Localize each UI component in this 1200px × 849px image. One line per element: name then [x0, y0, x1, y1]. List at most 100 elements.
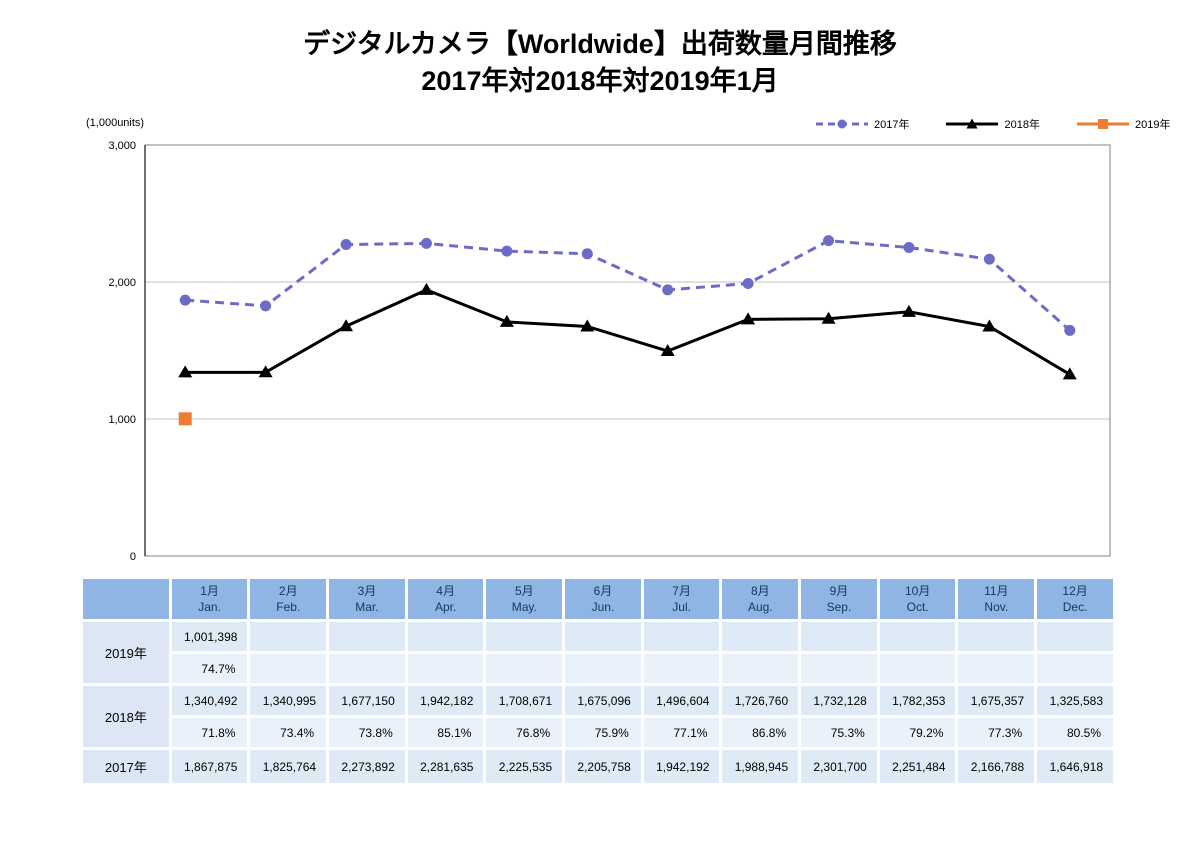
- data-point-circle: [179, 294, 191, 306]
- column-header-month: 12月 Dec.: [1037, 579, 1113, 619]
- table-cell-units: 1,340,995: [250, 686, 327, 715]
- month-label-en: Apr.: [434, 600, 457, 614]
- data-point-triangle: [660, 343, 675, 356]
- data-point-triangle: [258, 365, 273, 378]
- column-header-month: 6月 Jun.: [565, 579, 641, 619]
- month-label-en: May.: [511, 600, 537, 614]
- table-cell-percent: [486, 654, 563, 683]
- data-point-triangle: [1062, 367, 1077, 380]
- data-point-triangle: [178, 365, 193, 378]
- table-cell-units: 1,325,583: [1037, 686, 1113, 715]
- series-2018年: [178, 282, 1077, 380]
- month-label-jp: 4月: [436, 584, 455, 598]
- data-point-circle: [823, 235, 835, 247]
- data-point-triangle: [741, 312, 756, 325]
- table-cell-units: 1,732,128: [801, 686, 877, 715]
- data-point-triangle: [339, 319, 354, 332]
- data-point-circle: [501, 245, 513, 257]
- table-cell-units: [879, 622, 956, 651]
- data-point-circle: [662, 284, 674, 296]
- data-point-circle: [340, 238, 352, 250]
- legend-marker: [1097, 119, 1108, 129]
- table-cell-units: 2,273,892: [329, 750, 405, 783]
- legend-label: 2018年: [1004, 119, 1040, 131]
- month-label-en: Aug.: [747, 600, 773, 614]
- table-cell-percent: 86.8%: [722, 718, 799, 747]
- data-point-square: [178, 412, 192, 426]
- month-label-en: Feb.: [276, 600, 301, 614]
- table-cell-percent: 75.9%: [565, 718, 641, 747]
- table-cell-units: [722, 622, 799, 651]
- legend-swatch-triangle-icon: [946, 118, 999, 129]
- column-header-month: 1月 Jan.: [171, 579, 248, 619]
- table-cell-percent: [801, 654, 877, 683]
- data-point-circle: [1064, 324, 1076, 336]
- month-label-jp: 9月: [829, 584, 849, 598]
- table-cell-units: 1,782,353: [879, 686, 956, 715]
- table-cell-percent: [958, 654, 1035, 683]
- table-cell-units: 1,340,492: [171, 686, 248, 715]
- data-point-circle: [420, 237, 432, 249]
- page-title: デジタルカメラ【Worldwide】出荷数量月間推移 2017年対2018年対2…: [0, 26, 1200, 100]
- data-point-circle: [581, 248, 593, 260]
- series-line: [185, 239, 1071, 332]
- table-cell-percent: 71.8%: [171, 718, 248, 747]
- table-cell-percent: [643, 654, 720, 683]
- data-table-wrap: 1月 Jan. 2月 Feb. 3月 Mar. 4月 Apr. 5月 May. 6月 Jun. 7月 Ju…: [80, 576, 1116, 786]
- table-cell-percent: [879, 654, 956, 683]
- row-label-2017年: 2017年: [83, 750, 169, 783]
- table-cell-units: 2,205,758: [565, 750, 641, 783]
- month-label-jp: 2月: [278, 584, 298, 598]
- month-label-en: Sep.: [826, 600, 852, 614]
- legend-label: 2019年: [1134, 119, 1171, 131]
- legend-marker: [966, 118, 978, 129]
- legend-item-2018年: 2018年: [945, 116, 1040, 132]
- legend-item-2017年: 2017年: [815, 116, 909, 132]
- table-cell-units: 1,677,150: [329, 686, 405, 715]
- legend-swatch-square-icon: [1076, 119, 1129, 129]
- table-cell-percent: 80.5%: [1037, 718, 1113, 747]
- y-tick-label: 2,000: [108, 277, 136, 289]
- table-cell-units: 1,496,604: [643, 686, 720, 715]
- data-point-triangle: [499, 314, 514, 327]
- row-label-2019年: 2019年: [83, 622, 169, 683]
- data-point-circle: [260, 300, 272, 312]
- page-title-line2: 2017年対2018年対2019年1月: [421, 66, 779, 96]
- table-cell-units: 1,942,192: [643, 750, 720, 783]
- series-2019年: [178, 412, 192, 426]
- table-cell-units: 1,942,182: [407, 686, 484, 715]
- legend-item-2019年: 2019年: [1076, 116, 1170, 132]
- column-header-month: 10月 Oct.: [879, 579, 956, 619]
- table-cell-units: 1,726,760: [722, 686, 799, 715]
- legend-label: 2017年: [874, 119, 910, 131]
- table-cell-percent: [1037, 654, 1113, 683]
- table-cell-percent: [407, 654, 484, 683]
- column-header-month: 5月 May.: [486, 579, 563, 619]
- month-label-jp: 10月: [904, 584, 931, 598]
- series-2017年: [179, 235, 1076, 336]
- month-label-en: Mar.: [355, 600, 379, 614]
- table-cell-percent: [565, 654, 641, 683]
- table-cell-units: 2,225,535: [486, 750, 563, 783]
- table-cell-percent: 74.7%: [171, 654, 248, 683]
- chart-legend: 2017年 2018年 2019年: [815, 116, 1170, 132]
- table-cell-units: 1,675,357: [958, 686, 1035, 715]
- table-cell-percent: 73.4%: [250, 718, 327, 747]
- data-point-triangle: [419, 282, 434, 295]
- data-point-triangle: [901, 304, 916, 317]
- table-cell-percent: 79.2%: [879, 718, 956, 747]
- table-cell-percent: 77.1%: [643, 718, 720, 747]
- column-header-month: 9月 Sep.: [801, 579, 877, 619]
- table-cell-units: 2,251,484: [879, 750, 956, 783]
- month-label-en: Dec.: [1062, 600, 1088, 614]
- table-cell-units: 1,646,918: [1037, 750, 1113, 783]
- data-point-triangle: [580, 319, 595, 332]
- column-header-month: 11月 Nov.: [958, 579, 1035, 619]
- month-label-jp: 1月: [200, 584, 219, 598]
- table-cell-percent: 85.1%: [407, 718, 484, 747]
- table-cell-units: 1,708,671: [486, 686, 563, 715]
- table-cell-units: [958, 622, 1035, 651]
- data-point-circle: [903, 242, 915, 254]
- column-header-month: 8月 Aug.: [722, 579, 799, 619]
- table-cell-percent: [722, 654, 799, 683]
